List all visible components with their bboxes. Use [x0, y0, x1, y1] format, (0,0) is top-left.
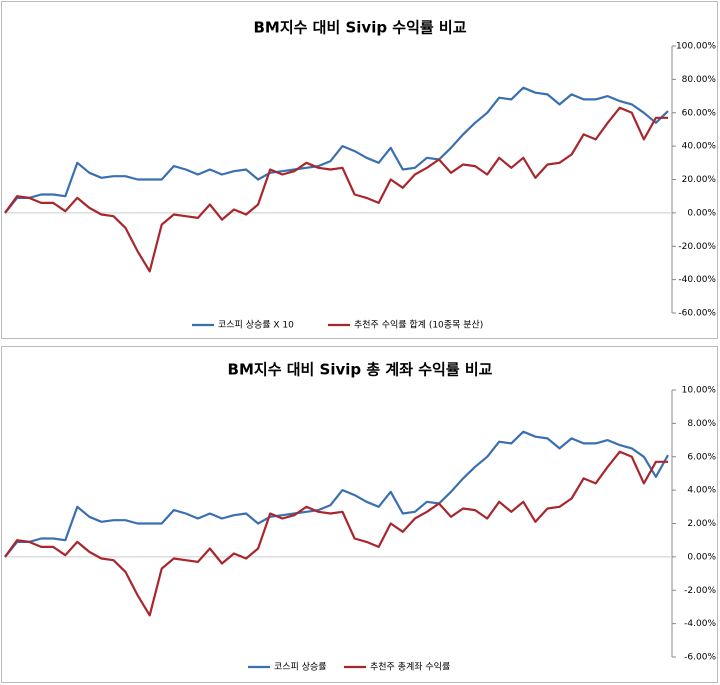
- chart-frame: [1, 1, 718, 339]
- y-tick-label: 100.00%: [676, 42, 716, 52]
- y-tick-label: 6.00%: [687, 452, 716, 462]
- chart-frame: [1, 346, 718, 683]
- chart-title: BM지수 대비 Sivip 총 계좌 수익률 비교: [228, 361, 493, 379]
- y-tick-label: -60.00%: [678, 309, 716, 319]
- y-tick-label: 10.00%: [682, 386, 717, 396]
- y-tick-label: -20.00%: [678, 242, 716, 252]
- series-line: [4, 86, 669, 214]
- legend-label: 코스피 상승률 X 10: [218, 320, 294, 331]
- y-tick-label: -40.00%: [678, 275, 716, 285]
- y-tick-label: 4.00%: [687, 486, 716, 496]
- y-tick-label: 0.00%: [687, 552, 716, 562]
- y-tick-label: -2.00%: [684, 586, 716, 596]
- y-tick-label: 20.00%: [682, 175, 717, 185]
- y-tick-label: 80.00%: [682, 75, 717, 85]
- y-tick-label: 60.00%: [682, 108, 717, 118]
- legend-label: 추천주 총계좌 수익률: [370, 661, 450, 673]
- y-tick-label: -6.00%: [684, 653, 716, 663]
- series-line: [4, 106, 668, 273]
- y-tick-label: 0.00%: [687, 208, 716, 218]
- chart-title: BM지수 대비 Sivip 수익률 비교: [253, 19, 466, 37]
- y-tick-label: 8.00%: [687, 419, 716, 429]
- legend-label: 코스피 상승률: [274, 662, 327, 673]
- y-tick-label: 2.00%: [687, 519, 716, 529]
- series-line: [4, 430, 669, 558]
- y-tick-label: 40.00%: [682, 142, 717, 152]
- series-line: [4, 450, 668, 617]
- y-tick-label: -4.00%: [684, 619, 716, 629]
- legend-label: 추천주 수익률 합계 (10종목 분산): [354, 319, 483, 331]
